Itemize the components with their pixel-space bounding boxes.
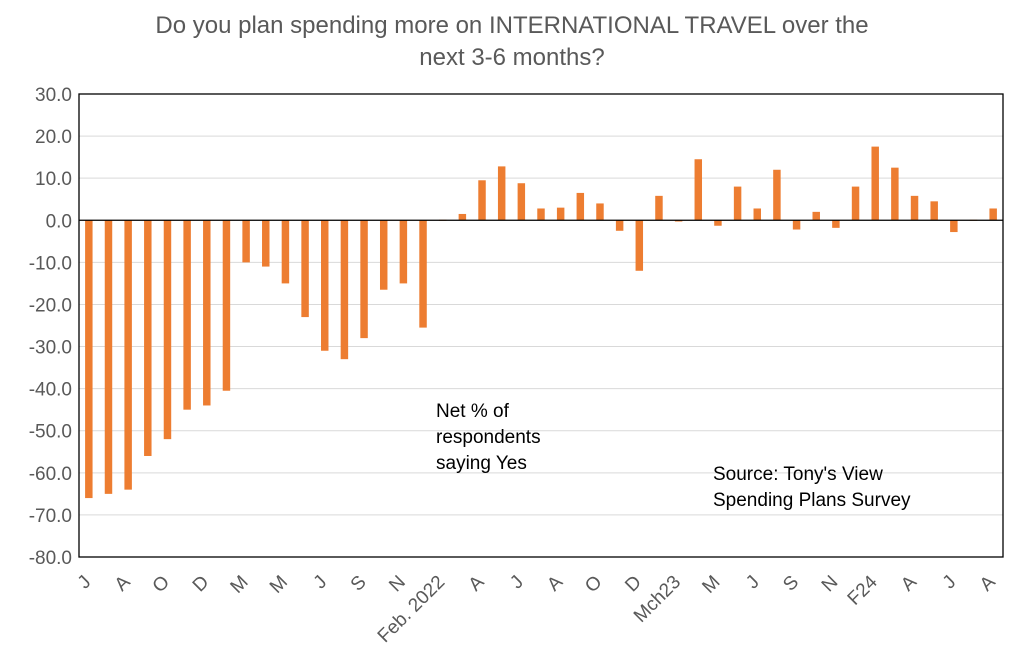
bar [419, 220, 427, 328]
bar [104, 220, 113, 494]
x-tick-label: O [149, 572, 174, 597]
bar [714, 220, 722, 226]
x-tick-label: Feb. 2022 [374, 572, 449, 647]
bars [85, 146, 997, 499]
bar [163, 220, 172, 440]
bar [517, 183, 526, 221]
x-tick-label: O [581, 572, 606, 597]
y-tick-label: -10.0 [29, 253, 72, 274]
annotation-net-percent: Net % of respondents saying Yes [436, 401, 546, 474]
y-tick-label: 0.0 [46, 211, 72, 232]
chart-title-line-2: next 3-6 months? [419, 44, 605, 71]
bar [950, 220, 958, 233]
bar [655, 195, 663, 221]
bar [792, 220, 801, 230]
bar [694, 159, 703, 221]
y-tick-label: 30.0 [35, 85, 72, 106]
bar [635, 220, 644, 271]
bar [930, 201, 938, 221]
x-tick-label: N [818, 572, 843, 597]
x-tick-label: F24 [844, 571, 882, 609]
bar [360, 220, 368, 339]
bar [576, 192, 585, 221]
plot-area-border [78, 93, 1004, 558]
y-tick-label: -70.0 [29, 506, 72, 527]
bar [144, 220, 152, 456]
y-tick-label: -20.0 [29, 295, 72, 316]
bar [124, 220, 132, 490]
x-tick-label: J [310, 572, 332, 594]
y-tick-label: -60.0 [29, 464, 72, 485]
bar [183, 220, 191, 410]
annotation-net-percent-line-2: respondents [436, 427, 541, 448]
y-tick-label: 10.0 [35, 169, 72, 190]
x-tick-label: N [385, 572, 410, 597]
x-tick-label: A [976, 571, 1000, 595]
x-tick-label: A [897, 571, 921, 595]
y-tick-label: -80.0 [29, 548, 72, 569]
y-tick-label: 20.0 [35, 127, 72, 148]
y-tick-label: -30.0 [29, 338, 72, 359]
bar [85, 220, 93, 499]
bar [242, 220, 250, 263]
bar [891, 167, 899, 221]
bar [851, 186, 860, 221]
annotation-source: Source: Tony's View Spending Plans Surve… [713, 464, 911, 511]
bar [832, 220, 840, 228]
bar [615, 220, 624, 231]
bar [478, 180, 486, 221]
y-tick-label: -40.0 [29, 380, 72, 401]
bar [733, 186, 742, 221]
bar [537, 208, 545, 221]
bar [222, 220, 231, 391]
annotation-net-percent-line-1: Net % of [436, 401, 510, 422]
chart-title-line-1: Do you plan spending more on INTERNATION… [155, 12, 869, 39]
bar [458, 213, 467, 221]
bar [340, 220, 349, 360]
bar [910, 195, 919, 221]
x-tick-label: M [698, 572, 724, 598]
x-tick-label: M [227, 572, 253, 598]
bar [301, 220, 309, 318]
bar [203, 220, 211, 406]
bar [989, 208, 997, 221]
x-tick-label: D [189, 572, 214, 597]
x-tick-label: A [543, 571, 567, 595]
y-tick-label: -50.0 [29, 422, 72, 443]
bar [399, 220, 408, 284]
bar [812, 211, 820, 221]
annotation-source-line-2: Spending Plans Survey [713, 490, 911, 511]
bar [753, 208, 761, 221]
x-tick-label: J [506, 572, 528, 594]
x-tick-label: J [742, 572, 764, 594]
gridlines [79, 93, 1003, 558]
bar [281, 220, 290, 284]
x-tick-label: S [779, 572, 803, 596]
bar [262, 220, 270, 267]
bar [556, 207, 565, 221]
bar [871, 146, 879, 221]
chart-title: Do you plan spending more on INTERNATION… [0, 10, 1024, 74]
x-tick-label: S [347, 572, 371, 596]
x-tick-label: J [939, 572, 961, 594]
x-tick-label: A [111, 571, 135, 595]
bar [773, 169, 781, 221]
x-tick-label: M [266, 572, 292, 598]
bar [596, 203, 604, 221]
annotation-source-line-1: Source: Tony's View [713, 464, 883, 485]
bar [497, 166, 506, 221]
bar [379, 220, 388, 290]
x-tick-label: A [465, 571, 489, 595]
annotation-net-percent-line-3: saying Yes [436, 453, 527, 474]
x-tick-label: D [621, 572, 646, 597]
bar [321, 220, 329, 351]
y-axis-tick-labels: 30.0 20.0 10.0 0.0 -10.0 -20.0 -30.0 -40.0 -50.0… [29, 85, 72, 569]
x-tick-label: J [74, 572, 96, 594]
